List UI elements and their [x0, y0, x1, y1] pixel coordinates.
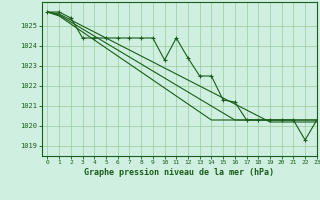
X-axis label: Graphe pression niveau de la mer (hPa): Graphe pression niveau de la mer (hPa)	[84, 168, 274, 177]
